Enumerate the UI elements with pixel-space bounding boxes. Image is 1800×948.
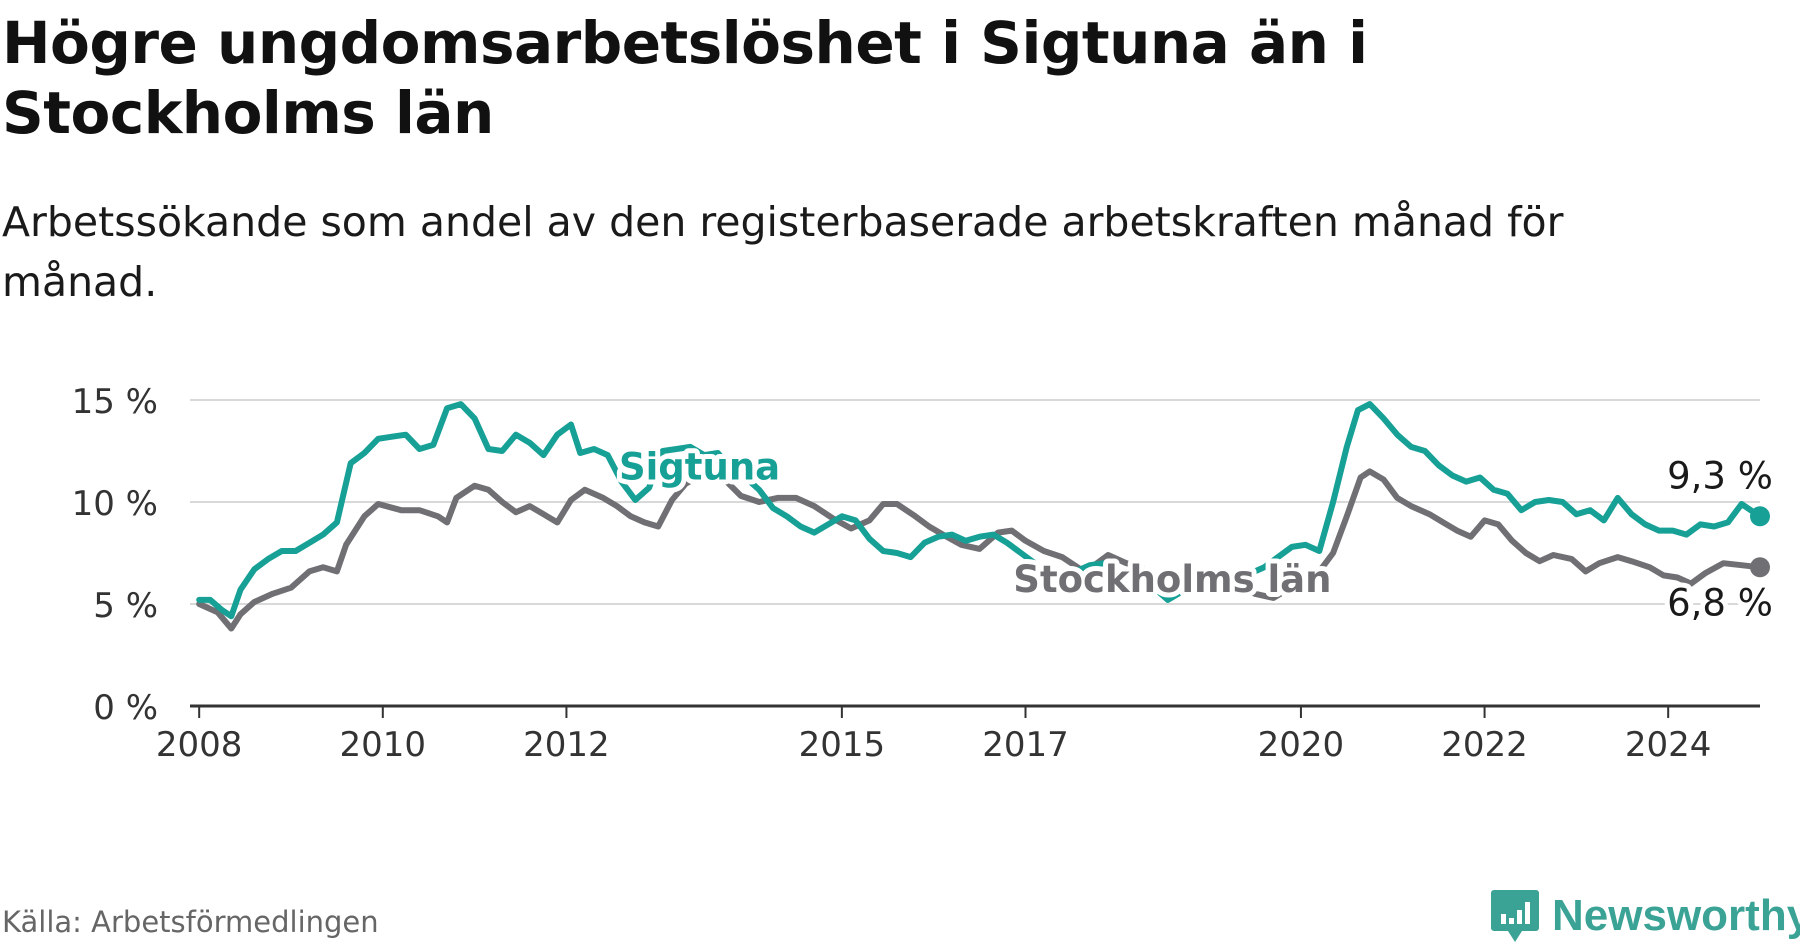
newsworthy-logo-icon <box>1491 890 1539 942</box>
x-tick-label: 2020 <box>1258 725 1345 765</box>
x-tick-label: 2012 <box>523 725 610 765</box>
x-tick-label: 2022 <box>1441 725 1528 765</box>
y-tick-label: 0 % <box>93 688 158 728</box>
series-label-stockholms-lan: Stockholms län <box>1013 558 1331 601</box>
x-tick-label: 2008 <box>156 725 243 765</box>
end-label-stockholms-lan: 6,8 % <box>1667 581 1773 624</box>
end-label-sigtuna: 9,3 % <box>1667 454 1773 497</box>
x-tick-label: 2015 <box>799 725 886 765</box>
end-label-stockholms-lan-halo: 6,8 % <box>1667 581 1773 624</box>
series-label-sigtuna-halo: Sigtuna <box>619 446 780 489</box>
source-note: Källa: Arbetsförmedlingen <box>2 905 379 939</box>
y-tick-label: 10 % <box>72 484 158 524</box>
x-tick-label: 2017 <box>982 725 1069 765</box>
series-line-sigtuna <box>196 401 1763 620</box>
x-tick-label: 2024 <box>1625 725 1712 765</box>
series-layer <box>196 401 1770 632</box>
series-endpoint-stockholms-l-n <box>1750 557 1770 578</box>
end-label-sigtuna-halo: 9,3 % <box>1667 454 1773 497</box>
y-tick-label: 15 % <box>72 382 158 422</box>
brand-name: Newsworthy <box>1552 891 1800 940</box>
page-title: Högre ungdomsarbetslöshet i Sigtuna än i… <box>2 9 1368 147</box>
series-label-stockholms-lan-halo: Stockholms län <box>1013 558 1331 601</box>
chart-subtitle: Arbetssökande som andel av den registerb… <box>2 198 1564 306</box>
series-label-sigtuna: Sigtuna <box>619 446 780 489</box>
x-tick-label: 2010 <box>340 725 427 765</box>
grid-layer <box>190 399 1760 605</box>
y-tick-label: 5 % <box>93 586 158 626</box>
axis-layer: 0 % 5 % 10 % 15 % 2008 2010 2012 2015 2017 2020 20… <box>72 382 1760 765</box>
series-line-stockholms-l-n <box>196 468 1763 632</box>
series-endpoint-sigtuna <box>1750 506 1770 527</box>
brand-logo[interactable]: Newsworthy <box>1490 886 1800 946</box>
